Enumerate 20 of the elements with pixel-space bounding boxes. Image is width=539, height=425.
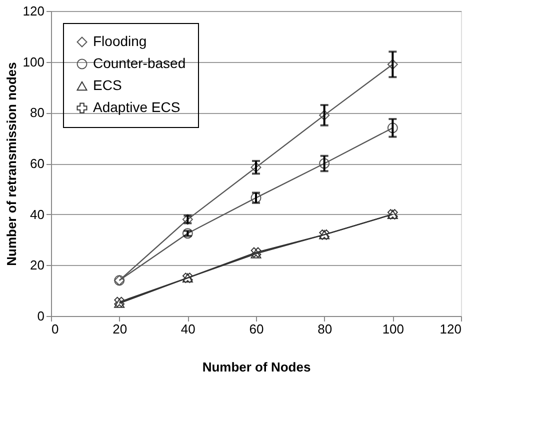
x-tick-label: 40 xyxy=(180,322,196,336)
legend-label: Flooding xyxy=(93,33,147,49)
y-tick-label: 120 xyxy=(22,4,44,18)
y-tick-label: 80 xyxy=(30,105,44,120)
legend-label: Counter-based xyxy=(93,55,186,71)
x-tick-label: 100 xyxy=(382,322,404,336)
y-tick-label: 100 xyxy=(22,54,44,70)
x-axis-title: Number of Nodes xyxy=(202,360,311,374)
x-tick-label: 120 xyxy=(440,322,462,336)
legend-label: ECS xyxy=(93,77,122,93)
x-tick-label: 80 xyxy=(318,322,332,336)
x-tick-label: 20 xyxy=(112,322,128,336)
y-tick-label: 20 xyxy=(30,258,44,273)
y-axis-title: Number of retransmission nodes xyxy=(4,62,19,266)
y-tick-label: 0 xyxy=(37,308,44,324)
x-tick-label: 60 xyxy=(249,322,264,336)
y-tick-label: 60 xyxy=(30,156,44,171)
y-tick-label: 40 xyxy=(30,206,44,222)
x-tick-label: 0 xyxy=(52,322,59,336)
legend-label: Adaptive ECS xyxy=(93,99,180,115)
